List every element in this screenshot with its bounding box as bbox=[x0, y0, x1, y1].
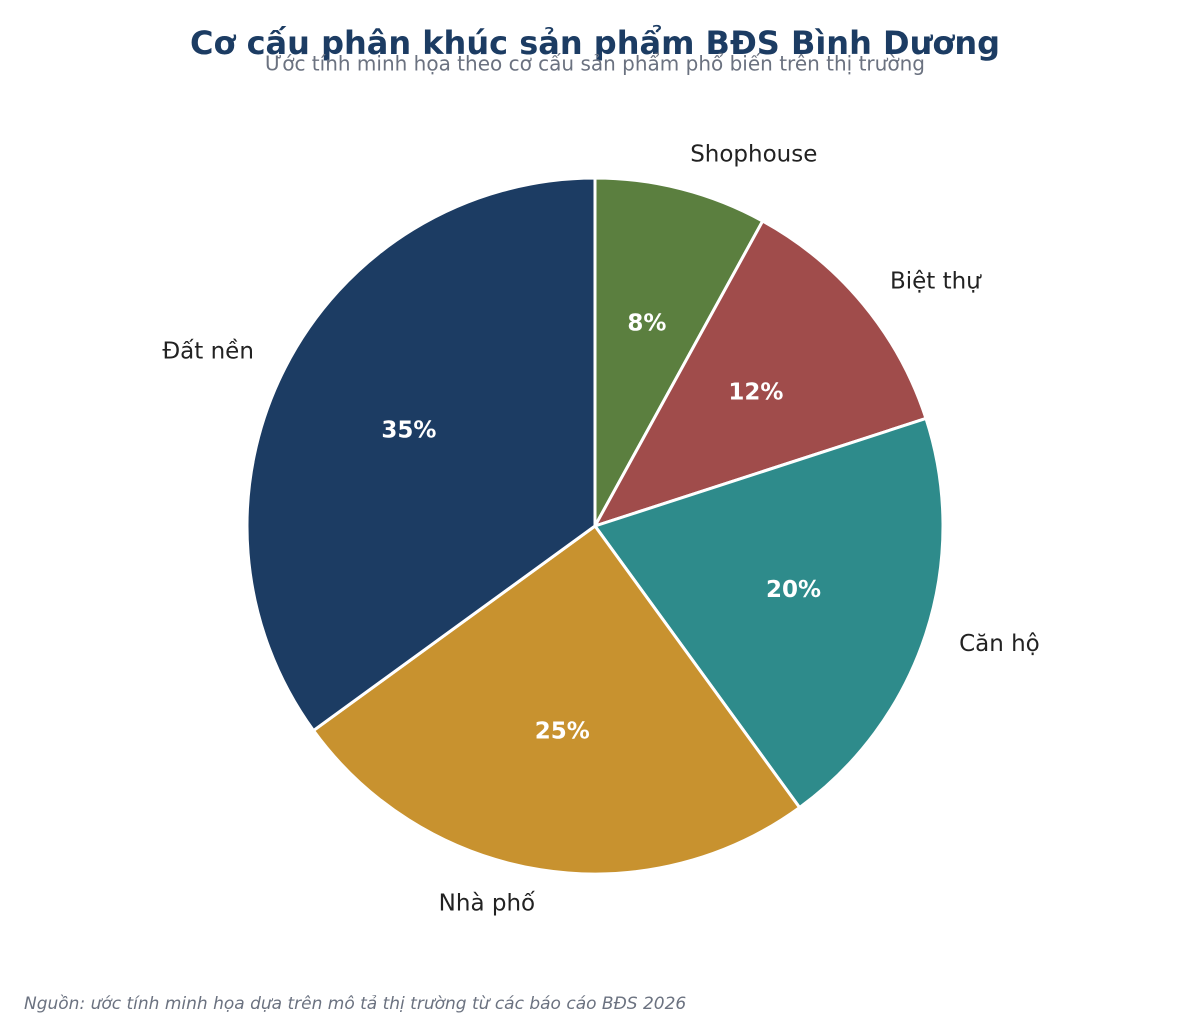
pie-slice bbox=[311, 524, 802, 876]
slice-label: Đất nền bbox=[162, 339, 254, 365]
pie-slice bbox=[593, 219, 928, 528]
chart-subtitle: Ước tính minh họa theo cơ cấu sản phẩm p… bbox=[265, 52, 925, 76]
pie-slice bbox=[245, 176, 597, 733]
slice-label: Biệt thự bbox=[890, 268, 982, 294]
value-label: 20% bbox=[766, 577, 821, 603]
slice-label: Căn hộ bbox=[959, 631, 1040, 657]
value-label: 35% bbox=[381, 418, 436, 444]
chart-title: Cơ cấu phân khúc sản phẩm BĐS Bình Dương bbox=[190, 24, 1000, 62]
pie-slice bbox=[593, 416, 945, 810]
slice-label: Shophouse bbox=[690, 142, 817, 168]
slice-label: Nhà phố bbox=[439, 891, 535, 917]
source-note: Nguồn: ước tính minh họa dựa trên mô tả … bbox=[24, 993, 686, 1014]
value-label: 25% bbox=[535, 719, 590, 745]
value-label: 8% bbox=[627, 310, 666, 336]
pie-slice bbox=[593, 176, 765, 528]
value-label: 12% bbox=[728, 379, 783, 405]
